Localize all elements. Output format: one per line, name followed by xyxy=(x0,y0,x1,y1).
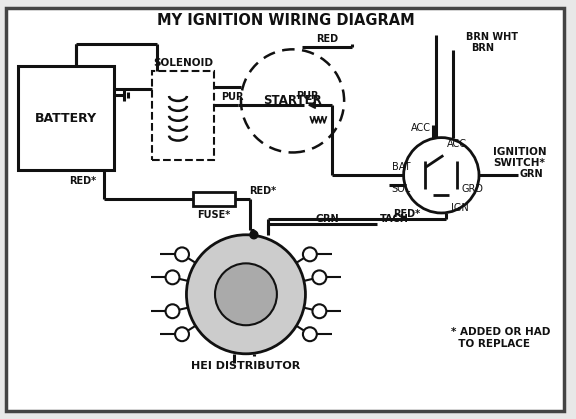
Text: PUR: PUR xyxy=(296,91,319,101)
Circle shape xyxy=(250,231,258,239)
Text: HEI DISTRIBUTOR: HEI DISTRIBUTOR xyxy=(191,361,301,371)
Circle shape xyxy=(303,327,317,341)
Text: RED*: RED* xyxy=(393,209,420,219)
Text: IGNITION
SWITCH*: IGNITION SWITCH* xyxy=(493,147,547,168)
Text: TACH: TACH xyxy=(380,214,409,224)
Circle shape xyxy=(165,270,180,284)
Text: MY IGNITION WIRING DIAGRAM: MY IGNITION WIRING DIAGRAM xyxy=(157,13,415,28)
Circle shape xyxy=(404,137,479,213)
Text: * ADDED OR HAD
  TO REPLACE: * ADDED OR HAD TO REPLACE xyxy=(451,327,551,349)
Circle shape xyxy=(175,247,189,261)
Circle shape xyxy=(241,49,344,153)
Bar xyxy=(151,71,214,160)
Circle shape xyxy=(187,235,305,354)
Bar xyxy=(18,66,114,171)
Circle shape xyxy=(165,304,180,318)
Circle shape xyxy=(312,270,327,284)
Text: SOLENOID: SOLENOID xyxy=(153,58,213,68)
Text: FUSE*: FUSE* xyxy=(198,210,231,220)
Bar xyxy=(194,192,235,206)
Text: RED: RED xyxy=(316,34,338,44)
Circle shape xyxy=(312,304,327,318)
Text: BRN: BRN xyxy=(471,43,494,53)
Text: BAT: BAT xyxy=(392,162,410,172)
Circle shape xyxy=(175,327,189,341)
Text: ACC: ACC xyxy=(411,123,431,133)
Text: GRN: GRN xyxy=(520,169,543,179)
Circle shape xyxy=(215,264,277,325)
Text: PUR: PUR xyxy=(221,92,243,102)
Circle shape xyxy=(303,247,317,261)
Text: BATTERY: BATTERY xyxy=(35,112,97,125)
Text: ACC: ACC xyxy=(448,139,467,149)
Text: IGN: IGN xyxy=(451,203,469,213)
Text: STARTER: STARTER xyxy=(263,94,322,107)
Text: RED*: RED* xyxy=(69,176,96,186)
Text: BRN WHT: BRN WHT xyxy=(466,32,518,42)
Text: SOL: SOL xyxy=(392,184,411,194)
Text: GRD: GRD xyxy=(461,184,483,194)
Text: RED*: RED* xyxy=(249,186,276,196)
Text: GRN: GRN xyxy=(316,214,339,224)
